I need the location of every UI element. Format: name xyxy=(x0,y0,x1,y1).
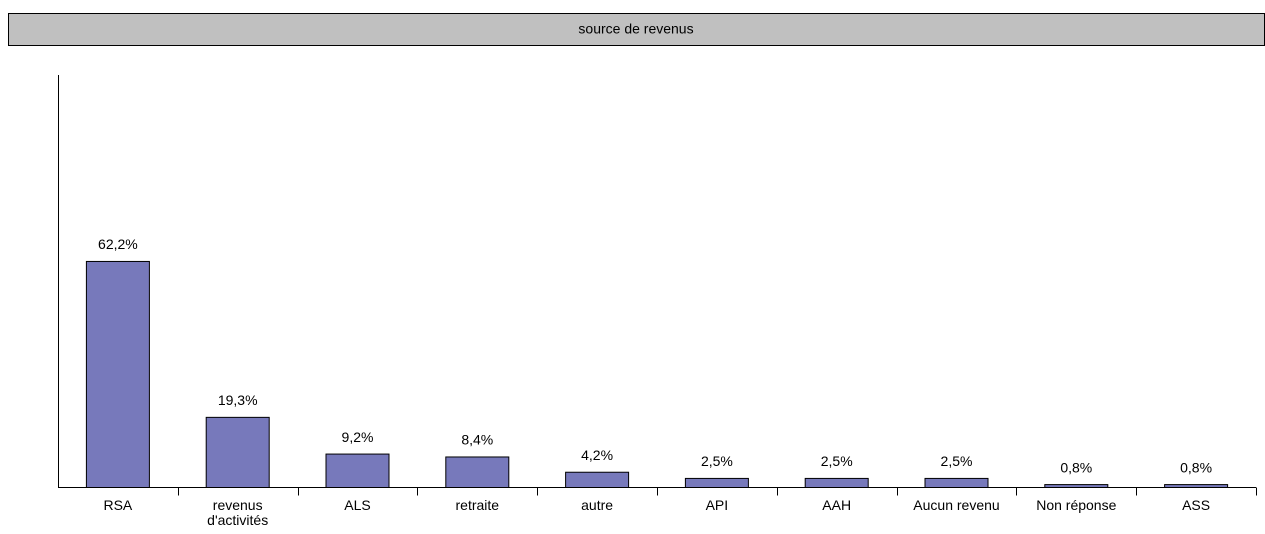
x-tick-label: API xyxy=(705,496,729,513)
bar xyxy=(924,477,989,488)
bar xyxy=(325,453,390,488)
bar xyxy=(205,416,270,489)
bar xyxy=(445,456,510,489)
bar xyxy=(684,477,749,488)
value-label: 62,2% xyxy=(98,236,138,252)
x-tick-label: retraite xyxy=(455,496,500,513)
value-label: 2,5% xyxy=(941,453,973,469)
x-tick-label: RSA xyxy=(103,496,133,513)
x-tick-label: Non réponse xyxy=(1036,496,1117,513)
bar xyxy=(1164,484,1229,488)
value-label: 0,8% xyxy=(1060,459,1092,475)
bar xyxy=(804,477,869,488)
value-label: 8,4% xyxy=(461,432,493,448)
x-tick-label: AAH xyxy=(822,496,852,513)
bar xyxy=(565,471,630,489)
x-tick-label: ALS xyxy=(344,496,371,513)
value-label: 0,8% xyxy=(1180,459,1212,475)
chart-title: source de revenus xyxy=(578,21,693,37)
value-label: 2,5% xyxy=(701,453,733,469)
x-tick-label: autre xyxy=(581,496,614,513)
bar xyxy=(85,260,150,488)
value-label: 4,2% xyxy=(581,447,613,463)
title-banner xyxy=(8,13,1265,46)
x-tick-label: ASS xyxy=(1182,496,1211,513)
x-tick-label: Aucun revenu xyxy=(913,496,1000,513)
bar xyxy=(1044,484,1109,488)
x-tick-label: revenus d'activités xyxy=(207,496,269,528)
value-label: 9,2% xyxy=(342,429,374,445)
value-label: 19,3% xyxy=(218,392,258,408)
value-label: 2,5% xyxy=(821,453,853,469)
